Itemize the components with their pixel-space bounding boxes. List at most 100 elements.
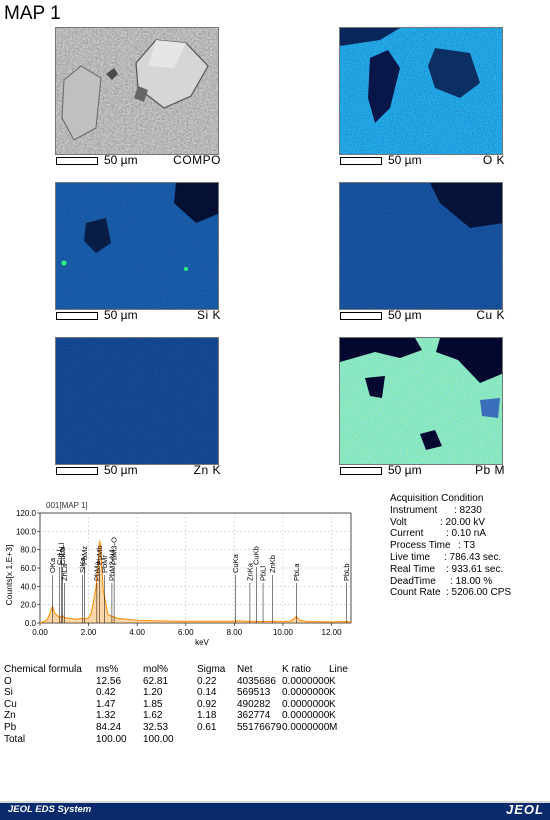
x-tick-label: 10.00 — [273, 628, 294, 637]
acq-value: : 786.43 sec. — [444, 551, 502, 563]
zn-k-caption: 50 µm Zn K — [55, 463, 221, 477]
scale-bar — [56, 467, 98, 475]
x-tick-label: 2.00 — [81, 628, 97, 637]
pb-m-caption: 50 µm Pb M — [339, 463, 505, 477]
peak-label: CuLa — [58, 546, 67, 565]
table-cell: 0.0000000 — [282, 721, 330, 733]
element-label: Cu K — [476, 308, 505, 322]
table-cell: O — [4, 675, 12, 687]
acq-key: Volt — [390, 516, 407, 528]
peak-label: OKa — [48, 557, 57, 573]
cu-k-caption: 50 µm Cu K — [339, 308, 505, 322]
spectrum-series-line — [39, 540, 352, 624]
y-tick-label: 80.0 — [20, 546, 36, 555]
acq-key: Count Rate — [390, 587, 441, 599]
peak-label: CuKa — [231, 553, 240, 573]
peak-label: ZnKa — [245, 562, 254, 581]
peak-label: PbLa — [292, 563, 301, 581]
peak-label: PbMr — [100, 555, 109, 573]
spectrum-area-fill — [40, 540, 351, 623]
table-cell: Zn — [4, 710, 16, 722]
table-cell: Net — [237, 664, 253, 675]
table-cell: 62.81 — [143, 675, 169, 687]
element-label: O K — [482, 153, 505, 167]
si-k-map — [55, 182, 219, 310]
y-tick-label: 100.0 — [16, 527, 37, 536]
peak-label: ZnKb — [268, 555, 277, 573]
acq-value: : T3 — [458, 540, 476, 552]
table-cell: Pb — [4, 721, 17, 733]
table-cell: 0.42 — [96, 687, 116, 699]
y-tick-label: 40.0 — [20, 582, 36, 591]
acquisition-condition: Acquisition Condition Instrument: 8230 V… — [390, 493, 511, 599]
pb-m-map — [339, 337, 503, 465]
table-cell: 1.20 — [143, 687, 163, 699]
element-label: COMPO — [173, 153, 221, 167]
table-cell: M — [329, 721, 338, 733]
peak-label: SiKa — [78, 556, 87, 573]
acq-key: Process Time — [390, 540, 451, 552]
element-label: Si K — [196, 308, 221, 322]
compo-image — [55, 27, 219, 155]
acq-value: : 5206.00 CPS — [446, 587, 512, 599]
table-cell: 32.53 — [143, 721, 169, 733]
table-cell: Total — [4, 733, 26, 745]
peak-label: PbMa — [92, 561, 101, 581]
table-cell: 100.00 — [143, 733, 174, 745]
table-cell: Cu — [4, 698, 17, 710]
scale-label: 50 µm — [388, 308, 422, 322]
x-tick-label: 8.00 — [227, 628, 243, 637]
acq-key: DeadTime — [390, 575, 436, 587]
table-cell: 12.56 — [96, 675, 122, 687]
acq-key: Live time — [390, 551, 431, 563]
table-cell: Sigma — [197, 664, 226, 675]
table-cell: K — [329, 698, 336, 710]
table-cell: 1.62 — [143, 710, 163, 722]
o-k-caption: 50 µm O K — [339, 153, 505, 167]
scale-label: 50 µm — [104, 463, 138, 477]
jeol-logo: JEOL — [506, 802, 544, 817]
table-cell: 1.32 — [96, 710, 116, 722]
table-cell: Line — [329, 664, 348, 675]
peak-label: PbLb — [342, 563, 351, 581]
table-cell: 100.00 — [96, 733, 127, 745]
chart-title: 001[MAP 1] — [46, 501, 88, 510]
table-cell: 84.24 — [96, 721, 122, 733]
x-tick-label: 6.00 — [178, 628, 194, 637]
peak-label: PbMz — [80, 546, 89, 565]
acq-key: Instrument — [390, 504, 438, 516]
table-cell: 1.85 — [143, 698, 163, 710]
table-cell: 0.61 — [197, 721, 217, 733]
scale-label: 50 µm — [104, 308, 138, 322]
acq-value: : 20.00 kV — [440, 516, 486, 528]
o-k-map — [339, 27, 503, 155]
acq-value: : 933.61 sec. — [446, 563, 504, 575]
peak-label: ZnLl — [57, 542, 66, 557]
scale-bar — [56, 157, 98, 165]
y-tick-label: 0.0 — [25, 619, 37, 628]
peak-label: PbLl — [259, 566, 268, 581]
peak-label: CuLl — [55, 549, 64, 565]
table-cell: 490282 — [237, 698, 271, 710]
table-cell: 0.0000000 — [282, 698, 330, 710]
acq-value: : 0.10 nA — [446, 528, 487, 540]
si-k-caption: 50 µm Si K — [55, 308, 221, 322]
eds-spectrum-chart: 001[MAP 1] Counts[x 1.E+3] keV 0.0 20.0 40… — [4, 501, 352, 647]
acq-value: : 18.00 % — [450, 575, 493, 587]
table-cell: 0.0000000 — [282, 675, 330, 687]
y-tick-label: 60.0 — [20, 564, 36, 573]
table-cell: Chemical formula — [4, 664, 82, 675]
x-tick-label: 12.00 — [322, 628, 343, 637]
table-cell: K — [329, 687, 336, 699]
table-cell: 1.47 — [96, 698, 116, 710]
page-title: MAP 1 — [4, 3, 61, 24]
table-cell: 0.14 — [197, 687, 217, 699]
y-tick-label: 20.0 — [20, 601, 36, 610]
peak-label: PbMb — [95, 545, 104, 565]
x-tick-label: 0.00 — [32, 628, 48, 637]
footer-divider — [0, 801, 550, 803]
table-cell: K — [329, 710, 336, 722]
table-cell: 0.0000000 — [282, 710, 330, 722]
peak-label: CuKb — [252, 546, 261, 565]
x-tick-label: 4.00 — [129, 628, 145, 637]
